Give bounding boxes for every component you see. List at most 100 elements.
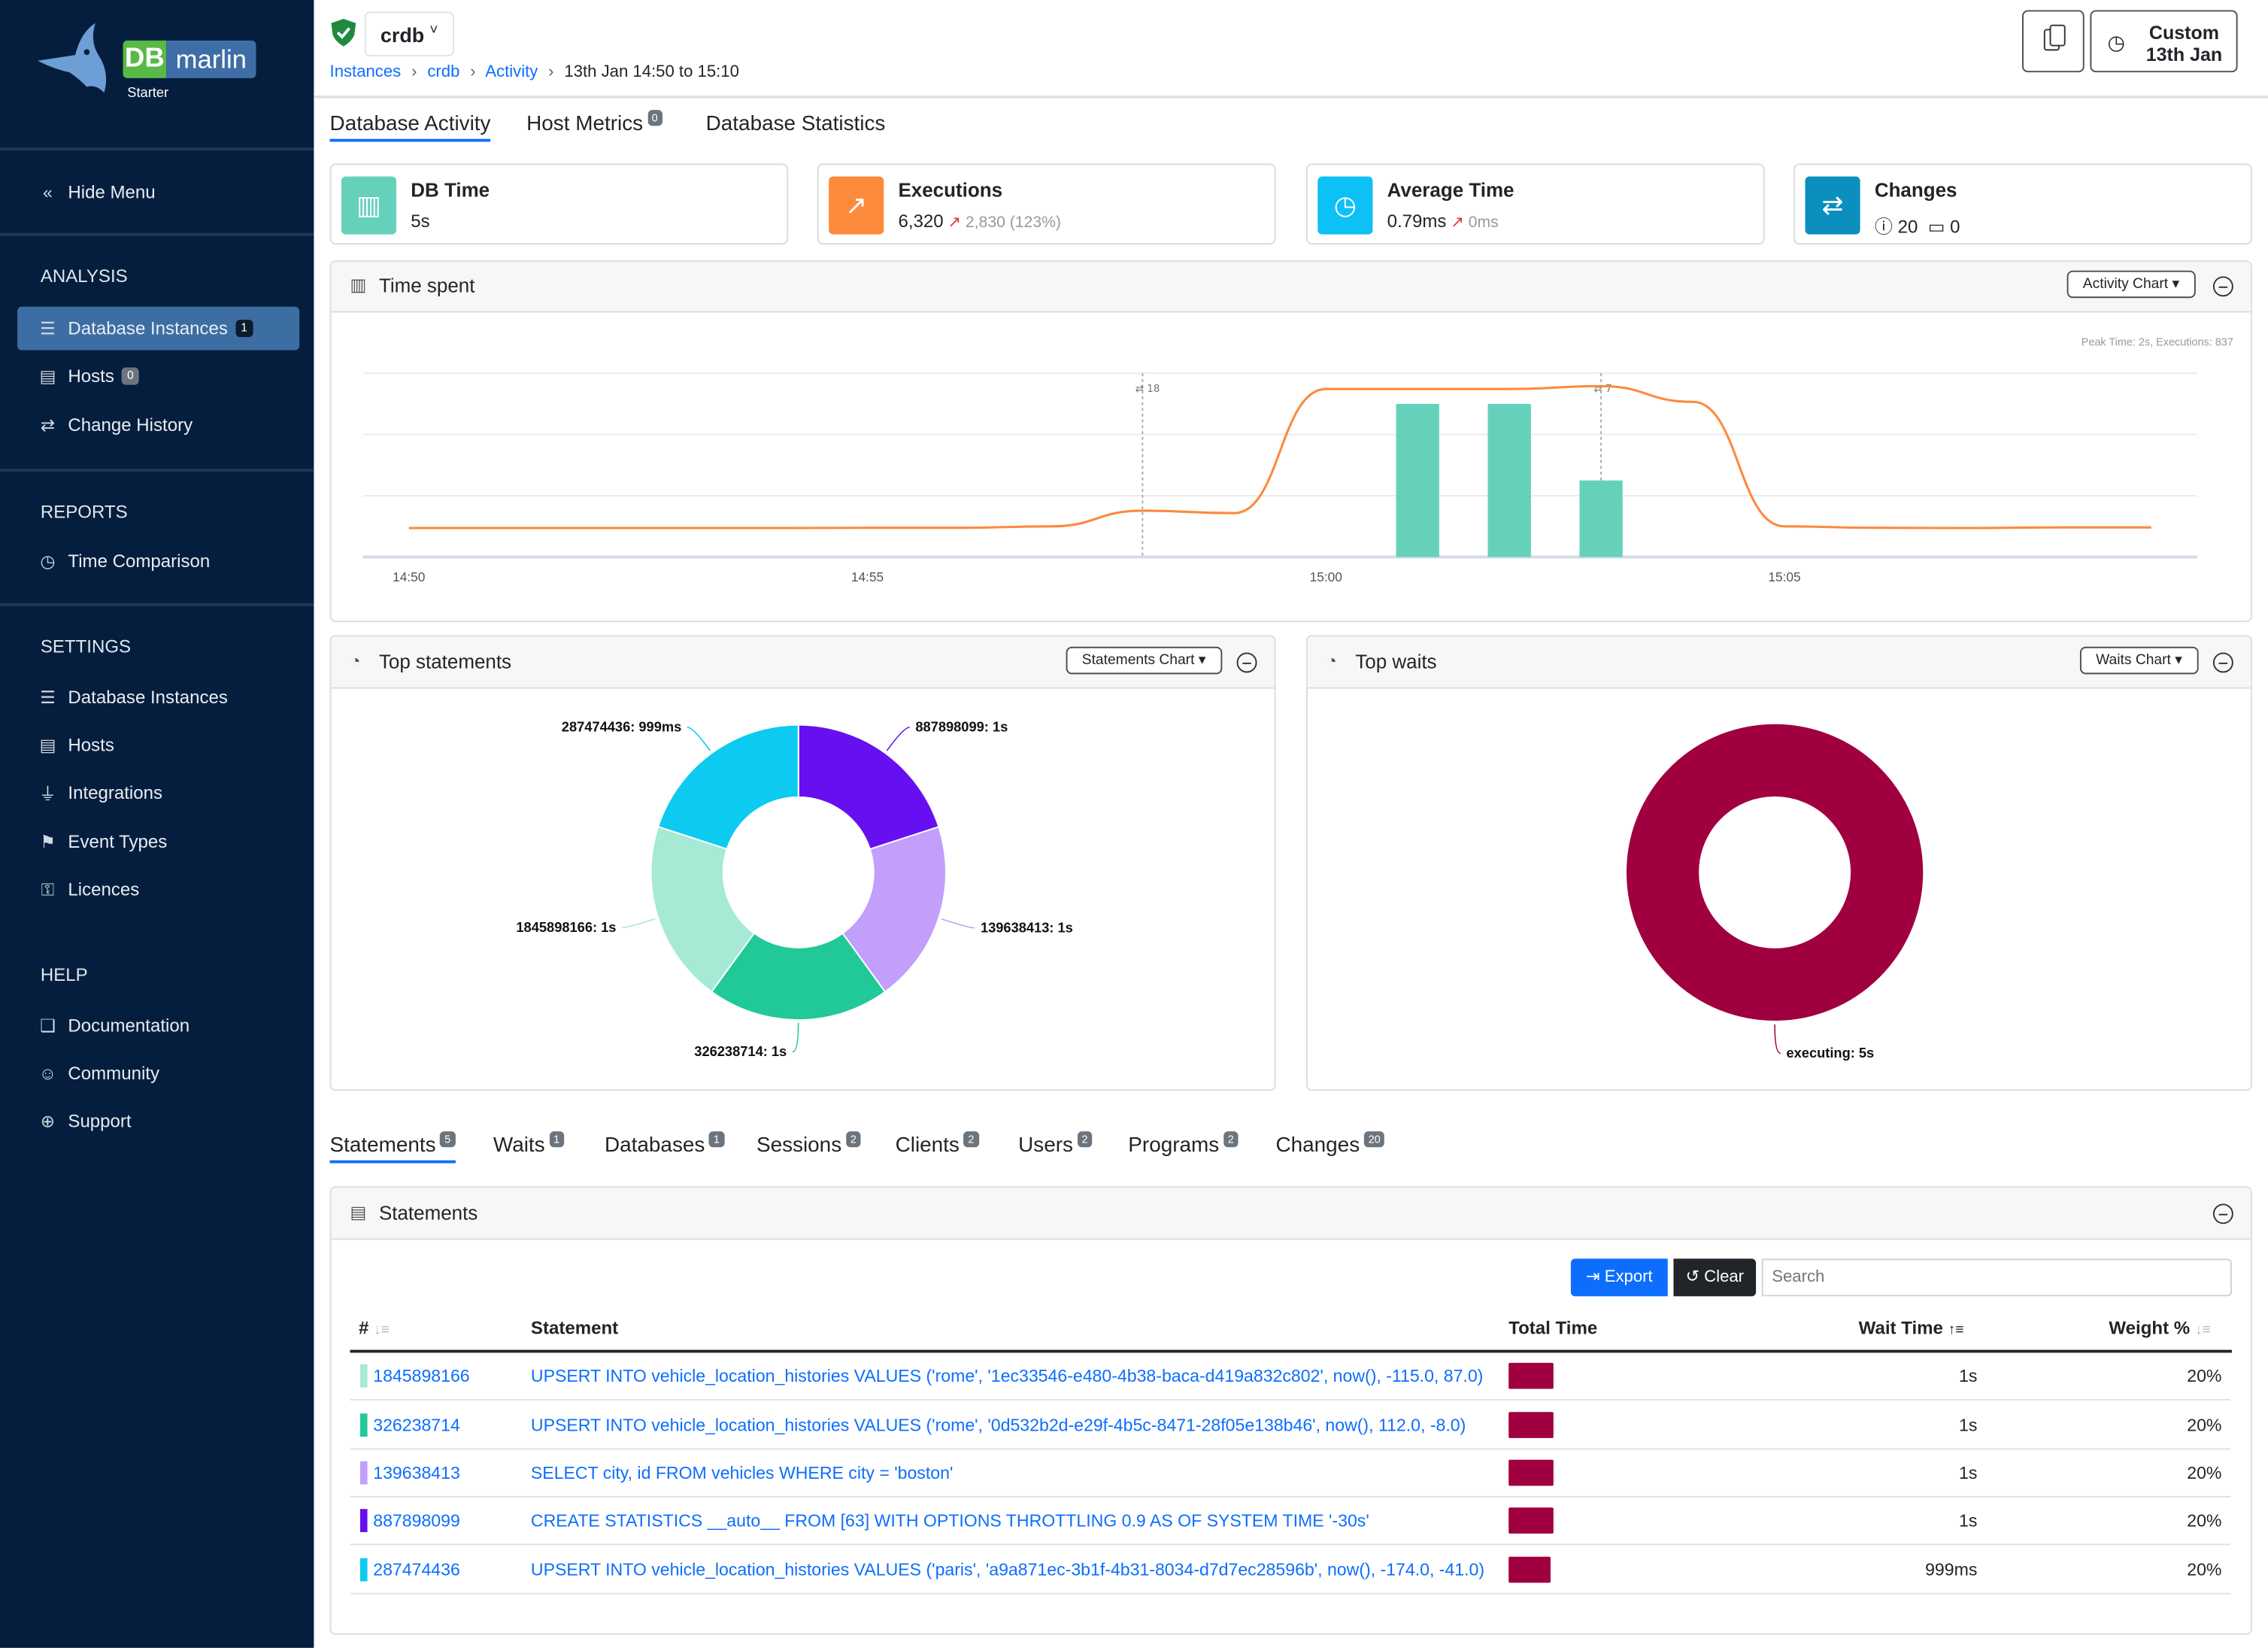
count-badge: 2: [1077, 1131, 1093, 1148]
tab-changes[interactable]: Changes 20: [1276, 1131, 1385, 1158]
logo-marlin: marlin: [166, 40, 256, 78]
collapse-icon[interactable]: [2212, 276, 2233, 297]
statement-id-link[interactable]: 887898099: [373, 1510, 460, 1531]
sidebar-item-change-history[interactable]: ⇄ Change History: [17, 404, 299, 448]
section-analysis: ANALYSIS: [40, 266, 128, 287]
kpi-value: 0.79ms: [1387, 211, 1447, 232]
count-badge: 0: [647, 110, 663, 126]
statement-text-link[interactable]: UPSERT INTO vehicle_location_histories V…: [530, 1415, 1466, 1436]
sidebar-item-time-comparison[interactable]: ◷ Time Comparison: [17, 539, 299, 583]
clock-icon: ◷: [2107, 30, 2125, 54]
card-header: ◔ Top statements Statements Chart ▾: [331, 636, 1275, 689]
collapse-icon[interactable]: [2212, 1203, 2233, 1225]
statements-chart-dropdown[interactable]: Statements Chart ▾: [1066, 646, 1222, 675]
breadcrumb-separator: ›: [411, 63, 417, 81]
activity-chart-dropdown[interactable]: Activity Chart ▾: [2066, 270, 2196, 299]
collapse-icon[interactable]: [1236, 652, 1257, 673]
chart-icon: ▥: [350, 275, 367, 296]
tab-databases[interactable]: Databases 1: [605, 1131, 724, 1158]
label: Integrations: [68, 782, 163, 803]
sidebar-item-support[interactable]: ⊕ Support: [17, 1100, 299, 1143]
shield-check-icon: [331, 19, 356, 47]
top-waits-card: ◔ Top waits Waits Chart ▾ executing: 5s: [1305, 635, 2252, 1091]
statement-text-link[interactable]: UPSERT INTO vehicle_location_histories V…: [530, 1365, 1484, 1386]
kpi-values: 0.79ms ↗ 0ms: [1387, 211, 1499, 232]
sidebar-item-documentation[interactable]: ❑ Documentation: [17, 1004, 299, 1048]
key-icon: ⚿: [41, 879, 55, 900]
calendar-count: 0: [1950, 217, 1960, 238]
color-swatch: [359, 1364, 368, 1388]
card-header: ▥ Time spent Activity Chart ▾: [331, 262, 2251, 313]
sidebar-item-licences[interactable]: ⚿ Licences: [17, 868, 299, 912]
statement-id-link[interactable]: 1845898166: [373, 1365, 470, 1386]
statement-text-link[interactable]: UPSERT INTO vehicle_location_histories V…: [530, 1559, 1485, 1580]
kpi-value: 5s: [411, 211, 430, 232]
sidebar-item-settings-database-instances[interactable]: ☰ Database Instances: [17, 675, 299, 719]
statement-id-link[interactable]: 139638413: [373, 1462, 460, 1483]
time-range-button[interactable]: ◷ Custom 13th Jan: [2090, 10, 2238, 73]
tab-database-statistics[interactable]: Database Statistics: [706, 113, 886, 136]
sidebar-item-database-instances[interactable]: ☰ Database Instances 1: [17, 306, 300, 351]
pie-label: executing: 5s: [1786, 1045, 1874, 1061]
breadcrumb-instances[interactable]: Instances: [329, 63, 402, 81]
time-range-line1: Custom: [2148, 21, 2219, 44]
info-count: 20: [1897, 217, 1918, 238]
total-time-bar: [1508, 1507, 1554, 1534]
column-header-id[interactable]: # ↓≡: [359, 1318, 390, 1338]
kpi-changes: ⇄ Changes ⓘ 20 ▭ 0: [1793, 163, 2252, 245]
export-button[interactable]: ⇥ Export: [1570, 1258, 1668, 1297]
hide-menu-label: Hide Menu: [68, 182, 156, 203]
sidebar-item-hosts[interactable]: ▤ Hosts 0: [17, 354, 299, 398]
column-header-statement[interactable]: Statement: [530, 1318, 619, 1339]
section-help: HELP: [40, 964, 88, 985]
breadcrumb-crdb[interactable]: crdb: [427, 63, 460, 81]
breadcrumb-activity[interactable]: Activity: [485, 63, 538, 81]
pie-leader-line: [886, 727, 910, 751]
table-row: 326238714 UPSERT INTO vehicle_location_h…: [350, 1402, 2230, 1450]
arrows-exchange-icon: ⇄: [40, 415, 56, 436]
sidebar-item-settings-hosts[interactable]: ▤ Hosts: [17, 724, 299, 767]
tab-host-metrics[interactable]: Host Metrics 0: [526, 110, 663, 136]
top-statements-chart: 887898099: 1s 139638413: 1s 326238714: 1s 1…: [516, 719, 1072, 1060]
pie-leader-line: [687, 727, 711, 751]
column-header-wait-time[interactable]: Wait Time ↑≡: [1859, 1318, 1964, 1338]
sidebar-item-event-types[interactable]: ⚑ Event Types: [17, 821, 299, 864]
kpi-title: Average Time: [1387, 179, 1515, 202]
chevron-down-icon: ˅: [429, 23, 438, 39]
statement-id-link[interactable]: 326238714: [373, 1415, 460, 1436]
instance-dropdown[interactable]: crdb ˅: [364, 11, 454, 57]
sidebar-item-community[interactable]: ☺ Community: [17, 1052, 299, 1095]
export-icon: ⇥: [1585, 1268, 1600, 1286]
statement-text-link[interactable]: CREATE STATISTICS __auto__ FROM [63] WIT…: [530, 1510, 1369, 1531]
copy-button[interactable]: [2022, 10, 2085, 73]
column-header-weight[interactable]: Weight % ↓≡: [2109, 1318, 2210, 1338]
search-input[interactable]: [1761, 1258, 2232, 1297]
count-badge: 2: [1223, 1131, 1239, 1148]
book-icon: ❑: [40, 1015, 56, 1036]
tab-clients[interactable]: Clients 2: [896, 1131, 979, 1158]
statement-id-link[interactable]: 287474436: [373, 1559, 460, 1580]
statement-text-link[interactable]: SELECT city, id FROM vehicles WHERE city…: [530, 1462, 954, 1483]
tab-waits[interactable]: Waits 1: [493, 1131, 564, 1158]
tab-users[interactable]: Users 2: [1018, 1131, 1093, 1158]
table-row: 887898099 CREATE STATISTICS __auto__ FRO…: [350, 1498, 2230, 1546]
tab-database-activity[interactable]: Database Activity: [329, 113, 491, 142]
waits-chart-dropdown[interactable]: Waits Chart ▾: [2079, 646, 2199, 675]
tab-sessions[interactable]: Sessions 2: [757, 1131, 861, 1158]
undo-icon: ↺: [1685, 1268, 1700, 1286]
pie-slice: [1625, 722, 1925, 1022]
tab-programs[interactable]: Programs 2: [1128, 1131, 1239, 1158]
count-badge: 1: [549, 1131, 564, 1148]
column-header-total-time[interactable]: Total Time: [1508, 1318, 1598, 1339]
label: Licences: [68, 879, 140, 900]
x-tick-label: 14:50: [393, 569, 425, 584]
tab-statements[interactable]: Statements 5: [329, 1131, 455, 1164]
collapse-icon[interactable]: [2212, 652, 2233, 673]
label: Event Types: [68, 831, 168, 852]
hide-menu-button[interactable]: « Hide Menu: [17, 171, 299, 214]
dropdown-label: Activity Chart: [2082, 276, 2169, 293]
sidebar-item-integrations[interactable]: ⏚ Integrations: [17, 771, 299, 815]
calendar-icon: ▭: [1927, 217, 1945, 238]
color-swatch: [359, 1558, 368, 1582]
clear-button[interactable]: ↺ Clear: [1673, 1258, 1757, 1297]
